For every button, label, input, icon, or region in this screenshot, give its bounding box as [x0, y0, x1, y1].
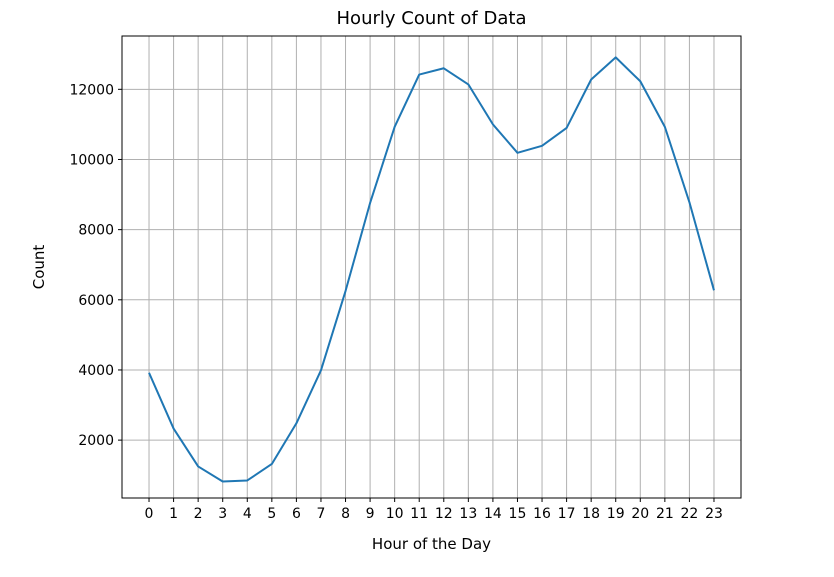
x-tick-label: 12 [435, 506, 453, 522]
y-tick-label: 4000 [78, 363, 114, 379]
x-tick-label: 19 [607, 506, 625, 522]
y-tick-label: 6000 [78, 293, 114, 309]
x-tick-label: 18 [582, 506, 600, 522]
y-tick-label: 10000 [69, 152, 114, 168]
grid-lines [122, 36, 741, 498]
x-tick-label: 4 [243, 506, 252, 522]
x-tick-label: 22 [681, 506, 699, 522]
x-tick-label: 6 [292, 506, 301, 522]
x-tick-label: 16 [533, 506, 551, 522]
x-tick-label: 1 [169, 506, 178, 522]
x-tick-label: 0 [145, 506, 154, 522]
x-tick-label: 10 [386, 506, 404, 522]
plot-frame [121, 35, 742, 499]
series-layer [148, 56, 715, 483]
y-tick-label: 12000 [69, 82, 114, 98]
tick-layer: 0 1 2 3 4 5 6 7 8 9 10 11 12 13 14 15 16 17 18 19 20 21 22 2320… [69, 82, 722, 522]
series-line [148, 56, 715, 483]
x-tick-label: 15 [509, 506, 527, 522]
x-tick-label: 3 [218, 506, 227, 522]
chart-title: Hourly Count of Data [337, 8, 527, 29]
x-tick-label: 7 [317, 506, 326, 522]
x-tick-label: 14 [484, 506, 502, 522]
x-tick-label: 21 [656, 506, 674, 522]
y-axis-label: Count [30, 245, 48, 290]
x-tick-label: 13 [459, 506, 477, 522]
x-tick-label: 20 [631, 506, 649, 522]
x-tick-label: 2 [194, 506, 203, 522]
x-tick-label: 5 [267, 506, 276, 522]
x-tick-label: 23 [705, 506, 723, 522]
x-tick-label: 17 [558, 506, 576, 522]
x-axis-label: Hour of the Day [372, 535, 491, 553]
x-tick-label: 11 [410, 506, 428, 522]
y-tick-label: 8000 [78, 223, 114, 239]
y-tick-label: 2000 [78, 433, 114, 449]
x-tick-label: 9 [366, 506, 375, 522]
x-tick-label: 8 [341, 506, 350, 522]
